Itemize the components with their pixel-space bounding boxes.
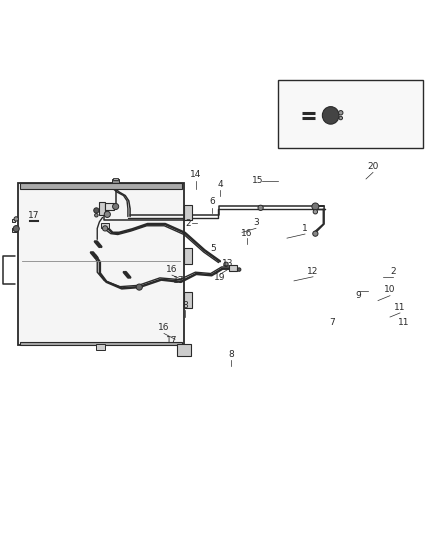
- Bar: [105, 204, 114, 209]
- Bar: [177, 344, 191, 356]
- Bar: [229, 265, 237, 271]
- Circle shape: [113, 204, 119, 209]
- Text: 12: 12: [307, 266, 319, 276]
- Bar: [184, 205, 192, 220]
- Bar: [113, 177, 118, 180]
- Bar: [184, 292, 192, 308]
- Circle shape: [102, 226, 108, 231]
- Text: 20: 20: [367, 162, 379, 171]
- Bar: [12, 228, 17, 232]
- Circle shape: [224, 262, 228, 266]
- Text: 8: 8: [182, 301, 188, 310]
- Circle shape: [136, 284, 142, 290]
- Text: 6: 6: [209, 198, 215, 206]
- Bar: [96, 344, 105, 350]
- Text: 17: 17: [173, 276, 185, 285]
- Bar: [20, 342, 182, 345]
- Text: 16: 16: [241, 229, 253, 238]
- Text: 11: 11: [398, 318, 410, 327]
- Text: 16: 16: [158, 323, 170, 332]
- Circle shape: [312, 203, 319, 210]
- Text: 1: 1: [302, 224, 308, 233]
- Text: 17: 17: [28, 211, 40, 220]
- Circle shape: [104, 211, 110, 217]
- Bar: [12, 219, 15, 222]
- Bar: [112, 179, 119, 183]
- Bar: [184, 248, 192, 264]
- Text: 11: 11: [394, 303, 406, 312]
- Text: 10: 10: [384, 285, 396, 294]
- Text: 5: 5: [210, 244, 216, 253]
- Circle shape: [313, 231, 318, 236]
- Bar: [18, 183, 184, 345]
- Bar: [278, 80, 423, 148]
- Text: 19: 19: [214, 273, 226, 282]
- Bar: [20, 183, 182, 189]
- Text: 8: 8: [228, 350, 234, 359]
- Text: 16: 16: [166, 265, 178, 274]
- Circle shape: [13, 225, 19, 232]
- Text: 3: 3: [253, 218, 259, 227]
- Text: 17: 17: [166, 336, 178, 344]
- Text: 14: 14: [191, 171, 201, 180]
- Bar: [99, 202, 105, 215]
- Text: 13: 13: [222, 259, 234, 268]
- Circle shape: [94, 208, 99, 213]
- Circle shape: [339, 110, 343, 115]
- Circle shape: [237, 268, 241, 271]
- Circle shape: [14, 217, 18, 221]
- Circle shape: [95, 214, 98, 217]
- Text: 2: 2: [390, 266, 396, 276]
- Text: 9: 9: [355, 291, 361, 300]
- Text: 4: 4: [217, 180, 223, 189]
- Text: 2: 2: [185, 219, 191, 228]
- Ellipse shape: [322, 107, 339, 124]
- Text: 15: 15: [252, 176, 264, 185]
- Text: 7: 7: [329, 318, 335, 327]
- Bar: [101, 223, 110, 229]
- Circle shape: [339, 116, 343, 120]
- Circle shape: [258, 205, 263, 211]
- Circle shape: [313, 209, 318, 214]
